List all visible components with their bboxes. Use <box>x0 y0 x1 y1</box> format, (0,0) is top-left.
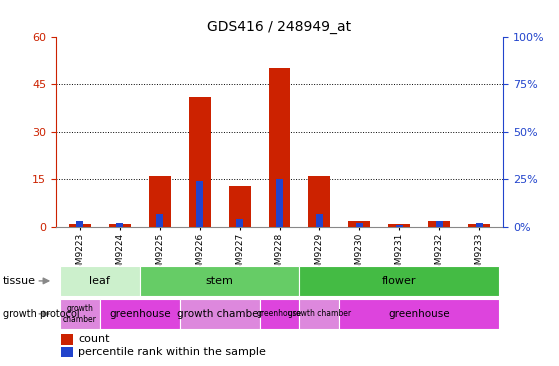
Text: greenhouse: greenhouse <box>389 309 450 319</box>
Text: tissue: tissue <box>3 276 36 286</box>
Bar <box>428 221 450 227</box>
Bar <box>61 335 73 345</box>
Bar <box>60 266 140 296</box>
Bar <box>435 221 443 227</box>
Bar <box>300 266 499 296</box>
Text: growth protocol: growth protocol <box>3 309 79 319</box>
Bar <box>61 347 73 357</box>
Text: growth chamber: growth chamber <box>177 309 263 319</box>
Bar <box>149 176 170 227</box>
Text: leaf: leaf <box>89 276 110 286</box>
Text: stem: stem <box>206 276 234 286</box>
Bar <box>76 221 83 227</box>
Bar <box>348 221 370 227</box>
Bar <box>189 97 211 227</box>
Bar <box>468 224 490 227</box>
Bar <box>389 224 410 227</box>
Bar <box>339 299 499 329</box>
Bar <box>300 299 339 329</box>
Bar <box>196 181 203 227</box>
Bar <box>236 219 243 227</box>
Text: flower: flower <box>382 276 416 286</box>
Text: growth
chamber: growth chamber <box>63 304 97 324</box>
Bar <box>109 224 131 227</box>
Title: GDS416 / 248949_at: GDS416 / 248949_at <box>207 20 352 34</box>
Bar <box>156 214 163 227</box>
Bar <box>140 266 300 296</box>
Bar <box>396 225 403 227</box>
Bar <box>316 214 323 227</box>
Text: growth chamber: growth chamber <box>288 309 351 318</box>
Bar <box>268 68 291 227</box>
Text: percentile rank within the sample: percentile rank within the sample <box>78 347 266 357</box>
Bar <box>60 299 100 329</box>
Bar <box>476 223 483 227</box>
Text: count: count <box>78 335 110 344</box>
Bar <box>69 224 91 227</box>
Bar <box>179 299 259 329</box>
Bar <box>309 176 330 227</box>
Text: greenhouse: greenhouse <box>257 309 302 318</box>
Bar <box>100 299 179 329</box>
Bar <box>229 186 250 227</box>
Bar <box>259 299 300 329</box>
Bar <box>356 223 363 227</box>
Text: greenhouse: greenhouse <box>109 309 170 319</box>
Bar <box>276 179 283 227</box>
Bar <box>116 223 124 227</box>
